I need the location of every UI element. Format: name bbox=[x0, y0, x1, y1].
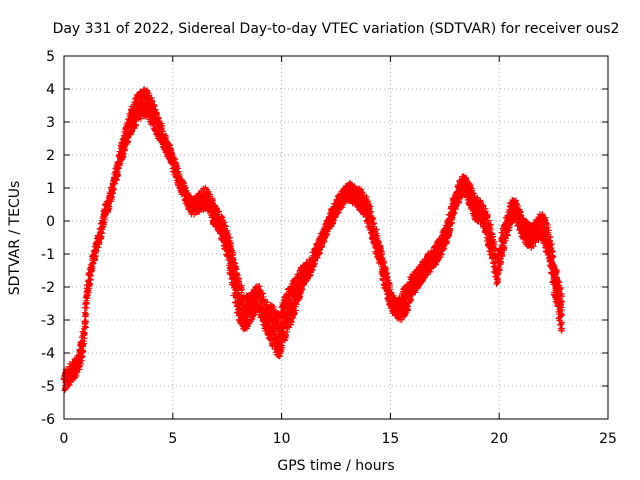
data-point bbox=[80, 342, 87, 349]
y-tick-label: 2 bbox=[46, 148, 55, 164]
data-point bbox=[222, 222, 229, 229]
data-point bbox=[97, 234, 104, 241]
data-point bbox=[169, 151, 176, 158]
data-point bbox=[99, 224, 106, 231]
data-point bbox=[120, 153, 127, 160]
data-point bbox=[129, 128, 135, 135]
y-tick-label: -4 bbox=[41, 346, 55, 362]
grid-lines bbox=[64, 56, 608, 419]
data-point bbox=[152, 106, 159, 113]
data-point bbox=[214, 209, 221, 216]
data-point bbox=[151, 102, 158, 109]
data-point bbox=[83, 318, 90, 325]
data-point bbox=[229, 248, 236, 255]
chart-title: Day 331 of 2022, Sidereal Day-to-day VTE… bbox=[53, 21, 620, 37]
data-point bbox=[81, 340, 88, 347]
data-point bbox=[82, 324, 89, 331]
data-series-sdtvar bbox=[60, 86, 566, 394]
data-point bbox=[132, 121, 139, 128]
data-point bbox=[83, 311, 90, 318]
data-point bbox=[163, 133, 170, 139]
data-point bbox=[122, 147, 128, 154]
data-point bbox=[84, 292, 91, 299]
data-point bbox=[218, 213, 225, 220]
data-point bbox=[95, 240, 102, 247]
y-tick-label: 3 bbox=[46, 115, 55, 131]
data-point bbox=[114, 170, 121, 177]
data-point bbox=[100, 219, 107, 226]
x-tick-label: 10 bbox=[273, 431, 291, 447]
data-point bbox=[79, 349, 86, 356]
data-point bbox=[81, 330, 88, 337]
data-point bbox=[216, 208, 222, 215]
y-tick-label: 0 bbox=[46, 214, 55, 230]
data-point bbox=[80, 348, 87, 355]
data-point bbox=[108, 193, 115, 200]
y-tick-label: -5 bbox=[41, 379, 55, 395]
y-tick-label: 5 bbox=[46, 49, 55, 65]
x-tick-label: 0 bbox=[60, 431, 69, 447]
data-point bbox=[227, 240, 234, 247]
data-point bbox=[119, 152, 126, 159]
data-point bbox=[105, 206, 112, 213]
data-point bbox=[168, 150, 175, 157]
data-point bbox=[65, 382, 72, 389]
x-tick-label: 20 bbox=[490, 431, 508, 447]
x-tick-label: 15 bbox=[381, 431, 399, 447]
y-tick-label: -3 bbox=[41, 313, 55, 329]
data-point bbox=[153, 109, 160, 116]
data-point bbox=[82, 318, 89, 325]
data-point bbox=[221, 219, 228, 226]
data-point bbox=[83, 305, 90, 311]
data-point bbox=[95, 244, 102, 251]
y-tick-label: -6 bbox=[41, 412, 55, 428]
data-point bbox=[133, 122, 139, 129]
data-point bbox=[89, 265, 96, 272]
data-point bbox=[120, 147, 127, 154]
y-tick-label: 4 bbox=[46, 82, 55, 98]
x-axis-ticks: 0 5 10 15 20 25 bbox=[60, 56, 617, 447]
data-point bbox=[86, 281, 93, 288]
data-point bbox=[83, 301, 89, 308]
data-point bbox=[144, 89, 151, 95]
x-tick-label: 25 bbox=[599, 431, 617, 447]
data-point bbox=[67, 379, 74, 386]
data-point bbox=[110, 186, 117, 193]
y-tick-label: -1 bbox=[41, 247, 55, 263]
data-point bbox=[222, 223, 229, 230]
data-point bbox=[76, 363, 83, 370]
y-tick-label: -2 bbox=[41, 280, 55, 296]
y-tick-label: 1 bbox=[46, 181, 55, 197]
data-point bbox=[84, 286, 91, 293]
x-tick-label: 5 bbox=[168, 431, 177, 447]
data-point bbox=[159, 122, 166, 129]
